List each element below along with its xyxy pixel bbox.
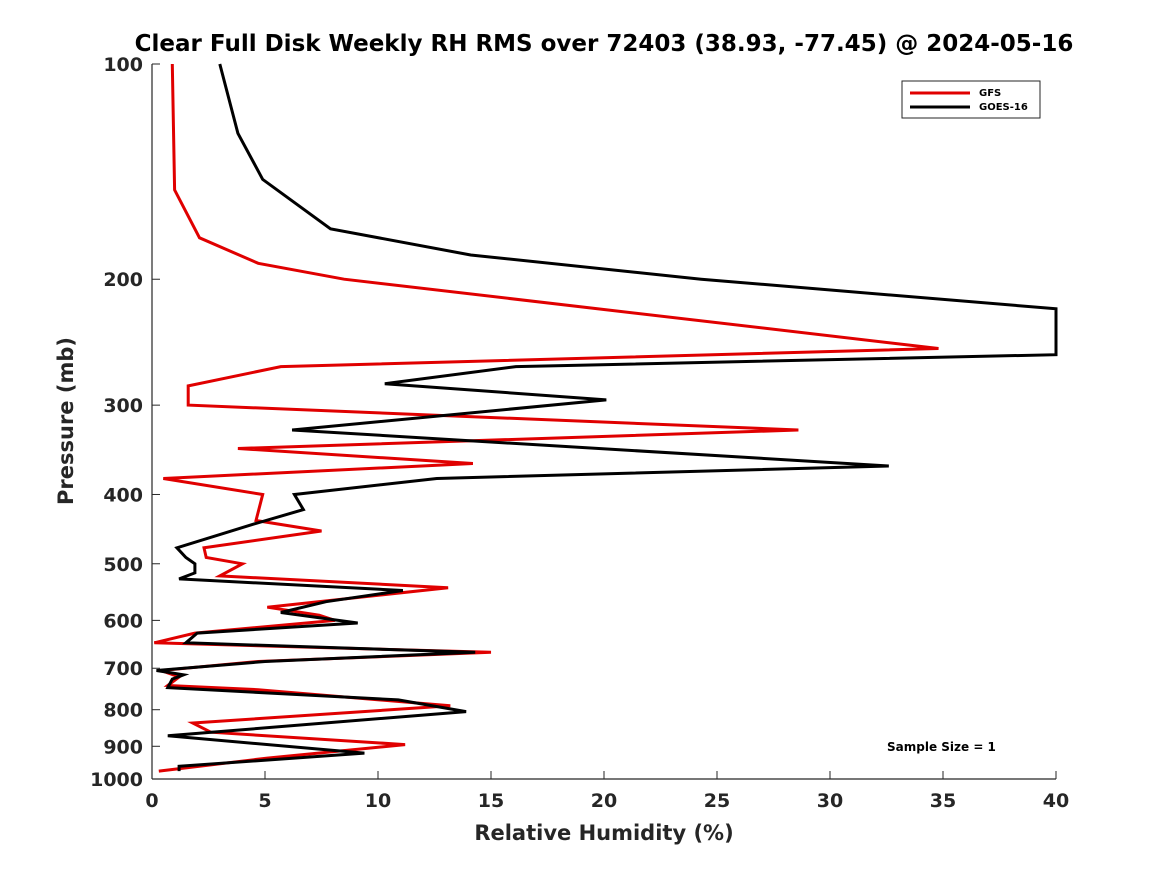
y-tick-label: 1000 bbox=[90, 769, 143, 791]
y-tick-label: 400 bbox=[103, 484, 143, 506]
chart-title: Clear Full Disk Weekly RH RMS over 72403… bbox=[135, 31, 1074, 57]
x-tick-label: 0 bbox=[145, 790, 158, 812]
x-tick-label: 10 bbox=[365, 790, 391, 812]
x-tick-label: 40 bbox=[1043, 790, 1069, 812]
legend-box bbox=[901, 80, 1041, 119]
y-axis-label: Pressure (mb) bbox=[54, 337, 78, 505]
y-tick-label: 500 bbox=[103, 554, 143, 576]
y-tick-label: 900 bbox=[103, 736, 143, 758]
x-tick-label: 15 bbox=[478, 790, 504, 812]
series-lines bbox=[153, 63, 1058, 773]
y-tick-label: 600 bbox=[103, 610, 143, 632]
y-tick-label: 100 bbox=[103, 54, 143, 76]
x-axis-label: Relative Humidity (%) bbox=[474, 821, 733, 845]
y-tick-label: 300 bbox=[103, 395, 143, 417]
x-tick-label: 5 bbox=[258, 790, 271, 812]
x-tick-label: 25 bbox=[704, 790, 730, 812]
sample-size-annotation: Sample Size = 1 bbox=[887, 740, 996, 754]
y-tick-label: 800 bbox=[103, 700, 143, 722]
axis-ticks: 0 5 10 15 20 25 30 35 40 100 200 300 400 500 600 700 800… bbox=[90, 54, 1069, 812]
legend: GFS GOES-16 bbox=[901, 80, 1041, 119]
y-tick-label: 700 bbox=[103, 658, 143, 680]
legend-label-gfs: GFS bbox=[979, 88, 1001, 99]
x-tick-label: 35 bbox=[930, 790, 956, 812]
series-line-goes16 bbox=[156, 63, 1058, 772]
series-line-gfs bbox=[153, 63, 939, 773]
legend-label-goes16: GOES-16 bbox=[979, 102, 1028, 113]
x-tick-label: 20 bbox=[591, 790, 617, 812]
x-tick-label: 30 bbox=[817, 790, 843, 812]
y-tick-label: 200 bbox=[103, 269, 143, 291]
